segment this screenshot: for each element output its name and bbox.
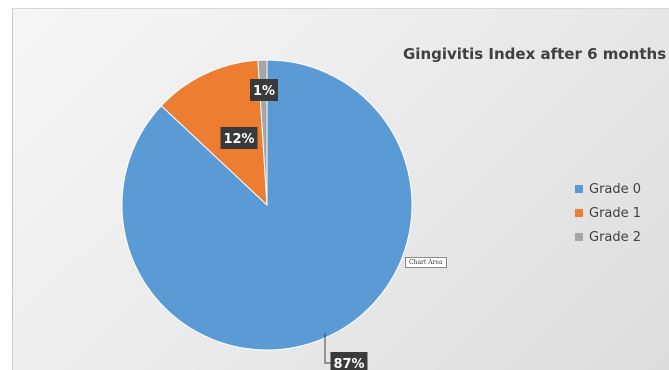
pie-slice-grade-1[interactable] — [160, 59, 268, 207]
legend-item-grade-0[interactable]: Grade 0 — [575, 177, 641, 201]
chart-title: Gingivitis Index after 6 months — [403, 45, 667, 63]
legend-swatch-grade-0 — [575, 185, 583, 193]
legend-swatch-grade-2 — [575, 233, 583, 241]
legend-item-grade-2[interactable]: Grade 2 — [575, 225, 641, 249]
data-label-grade-0: 87% — [324, 333, 368, 370]
legend-label-grade-2: Grade 2 — [589, 229, 642, 245]
chart-area[interactable]: Gingivitis Index after 6 months 87% 12% 1%… — [12, 8, 669, 370]
legend-label-grade-1: Grade 1 — [589, 205, 642, 221]
data-label-grade-2: 1% — [250, 79, 278, 101]
pie-chart[interactable]: 87% 12% 1% — [13, 9, 669, 370]
data-label-text: 12% — [223, 132, 254, 147]
legend-swatch-grade-1 — [575, 209, 583, 217]
data-label-text: 1% — [253, 84, 275, 99]
data-label-grade-1: 12% — [220, 127, 258, 149]
chart-area-tooltip: Chart Area — [405, 257, 447, 268]
legend-item-grade-1[interactable]: Grade 1 — [575, 201, 641, 225]
legend-label-grade-0: Grade 0 — [589, 181, 642, 197]
legend[interactable]: Grade 0 Grade 1 Grade 2 — [575, 177, 641, 249]
data-label-text: 87% — [333, 357, 364, 370]
